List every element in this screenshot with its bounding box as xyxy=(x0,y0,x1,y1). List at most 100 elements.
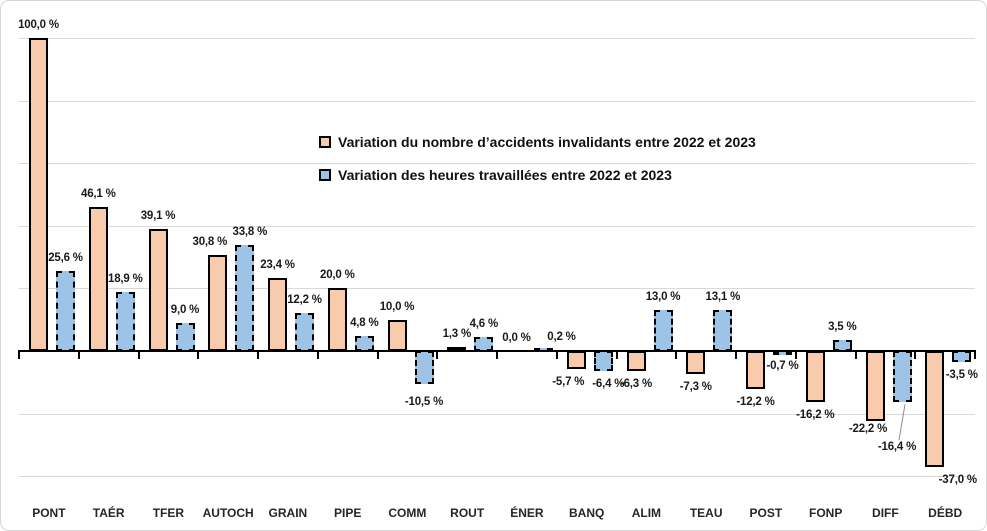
x-axis-tick-3 xyxy=(197,350,200,359)
bar-hours-ALIM xyxy=(653,310,673,351)
legend-item-hours: Variation des heures travaillées entre 2… xyxy=(319,165,756,185)
data-label-accidents-TEAU: -7,3 % xyxy=(679,380,712,393)
data-label-accidents-ÉNER: 0,0 % xyxy=(502,332,531,344)
data-label-hours-PIPE: 4,8 % xyxy=(350,317,379,329)
category-label-ROUT: ROUT xyxy=(450,506,485,520)
x-axis-tick-5 xyxy=(316,350,319,359)
data-label-hours-PONT: 25,6 % xyxy=(48,251,83,264)
gridline-100 xyxy=(19,37,975,39)
x-axis-tick-14 xyxy=(854,350,857,359)
x-axis-tick-11 xyxy=(675,350,678,359)
gridline-80 xyxy=(19,100,975,102)
x-axis-tick-16 xyxy=(974,350,976,359)
legend-swatch-hours-icon xyxy=(319,169,331,181)
bar-hours-TEAU xyxy=(713,310,733,351)
bar-accidents-TFER xyxy=(148,228,168,351)
bar-hours-ROUT xyxy=(474,336,494,351)
bar-accidents-DIFF xyxy=(865,351,885,421)
data-label-accidents-DÉBD: -37,0 % xyxy=(938,473,977,486)
x-axis-tick-1 xyxy=(77,350,80,359)
data-label-hours-DÉBD: -3,5 % xyxy=(945,369,978,381)
x-axis-tick-15 xyxy=(914,350,917,359)
bar-hours-PIPE xyxy=(354,336,374,351)
bar-hours-POST xyxy=(773,351,792,355)
gridline-40 xyxy=(19,225,975,227)
bar-accidents-PIPE xyxy=(327,288,347,351)
category-label-DÉBD: DÉBD xyxy=(928,506,963,520)
data-label-accidents-AUTOCH: 30,8 % xyxy=(192,235,228,248)
data-label-hours-GRAIN: 12,2 % xyxy=(287,293,322,306)
category-label-FONP: FONP xyxy=(809,506,843,520)
data-label-hours-ÉNER: 0,2 % xyxy=(547,331,576,344)
data-label-accidents-BANQ: -5,7 % xyxy=(552,375,585,388)
bar-hours-TFER xyxy=(175,322,195,351)
data-label-hours-TEAU: 13,1 % xyxy=(705,291,741,303)
data-label-accidents-GRAIN: 23,4 % xyxy=(260,258,295,271)
data-label-hours-DIFF: -16,4 % xyxy=(877,441,917,454)
bar-accidents-DÉBD xyxy=(925,351,945,467)
bar-accidents-PONT xyxy=(29,37,48,351)
bar-accidents-GRAIN xyxy=(268,277,287,351)
category-label-PIPE: PIPE xyxy=(333,506,362,520)
category-label-TAÉR: TAÉR xyxy=(92,506,125,520)
legend-swatch-accidents-icon xyxy=(319,136,331,148)
category-label-ÉNER: ÉNER xyxy=(510,506,544,520)
data-label-hours-BANQ: -6,4 % xyxy=(592,378,625,390)
x-axis-tick-6 xyxy=(376,350,379,359)
data-label-hours-ROUT: 4,6 % xyxy=(469,317,499,330)
x-axis-tick-13 xyxy=(794,350,797,359)
leader-line xyxy=(898,404,906,441)
x-axis-tick-12 xyxy=(735,350,737,359)
category-label-BANQ: BANQ xyxy=(569,506,605,520)
x-axis-tick-4 xyxy=(257,350,259,359)
bar-hours-BANQ xyxy=(593,351,613,371)
data-label-hours-FONP: 3,5 % xyxy=(828,321,857,333)
bar-hours-DIFF xyxy=(892,351,912,403)
bar-accidents-TEAU xyxy=(686,351,706,374)
data-label-hours-TAÉR: 18,9 % xyxy=(107,272,143,285)
gridline--20 xyxy=(19,413,975,415)
bar-hours-COMM xyxy=(414,351,434,384)
data-label-hours-AUTOCH: 33,8 % xyxy=(232,226,268,239)
bar-accidents-TAÉR xyxy=(88,206,108,351)
bar-accidents-AUTOCH xyxy=(208,254,228,351)
gridline-20 xyxy=(19,288,975,290)
x-axis-tick-2 xyxy=(137,350,140,359)
data-label-hours-ALIM: 13,0 % xyxy=(645,291,681,304)
data-label-accidents-ROUT: 1,3 % xyxy=(442,327,472,340)
data-label-hours-POST: -0,7 % xyxy=(766,360,799,373)
category-label-TFER: TFER xyxy=(152,506,185,520)
x-axis-tick-8 xyxy=(496,350,498,359)
category-label-POST: POST xyxy=(749,506,783,520)
x-axis-tick-10 xyxy=(615,350,618,359)
bar-accidents-BANQ xyxy=(566,351,586,369)
category-label-PONT: PONT xyxy=(32,506,66,520)
bar-hours-DÉBD xyxy=(952,351,972,362)
x-axis-tick-7 xyxy=(436,350,439,359)
category-label-TEAU: TEAU xyxy=(689,506,723,520)
legend-item-accidents: Variation du nombre d’accidents invalida… xyxy=(319,132,756,152)
gridline-60 xyxy=(19,163,975,165)
bar-hours-GRAIN xyxy=(295,312,314,351)
data-label-accidents-POST: -12,2 % xyxy=(736,396,775,409)
data-label-accidents-ALIM: -6,3 % xyxy=(619,377,653,390)
data-label-accidents-TAÉR: 46,1 % xyxy=(80,187,116,200)
legend: Variation du nombre d’accidents invalida… xyxy=(319,132,756,198)
category-label-AUTOCH: AUTOCH xyxy=(202,506,254,520)
gridline--40 xyxy=(19,476,975,478)
bar-hours-TAÉR xyxy=(115,291,135,351)
data-label-accidents-PIPE: 20,0 % xyxy=(319,269,355,282)
legend-label-hours: Variation des heures travaillées entre 2… xyxy=(338,167,672,183)
legend-label-accidents: Variation du nombre d’accidents invalida… xyxy=(338,134,756,150)
data-label-accidents-PONT: 100,0 % xyxy=(18,18,59,31)
bar-accidents-ALIM xyxy=(626,351,646,371)
data-label-hours-COMM: -10,5 % xyxy=(404,395,444,408)
bar-accidents-COMM xyxy=(387,319,407,351)
category-label-GRAIN: GRAIN xyxy=(268,506,308,520)
bar-accidents-FONP xyxy=(805,351,825,402)
bar-hours-PONT xyxy=(56,270,75,351)
data-label-hours-TFER: 9,0 % xyxy=(170,303,200,316)
data-label-accidents-COMM: 10,0 % xyxy=(379,300,415,313)
x-axis-tick-0 xyxy=(18,350,20,359)
